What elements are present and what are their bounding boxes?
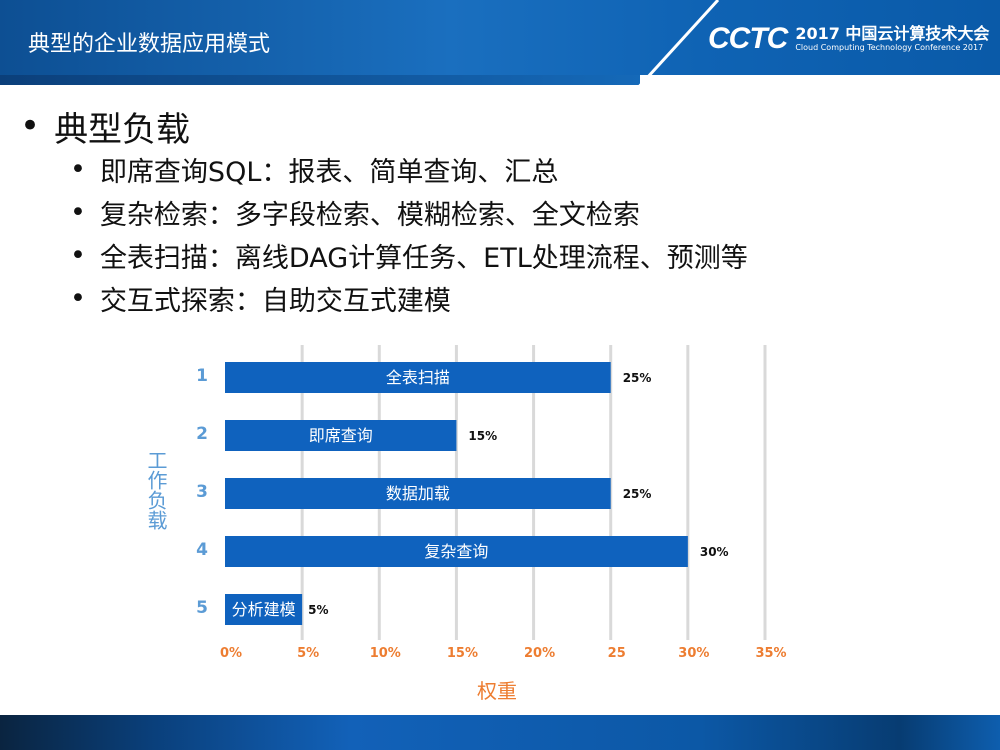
cctc-logo: CCTC 2017 中国云计算技术大会 Cloud Computing Techn… — [708, 22, 989, 56]
x-tick-label: 30% — [678, 646, 709, 661]
bullet-item: 复杂检索：多字段检索、模糊检索、全文检索 — [99, 200, 640, 231]
x-tick-label: 0% — [220, 646, 242, 661]
category-label: 4 — [196, 540, 208, 560]
x-tick-label: 10% — [370, 646, 401, 661]
category-label: 5 — [196, 598, 208, 618]
bullet-item: 全表扫描：离线DAG计算任务、ETL处理流程、预测等 — [99, 243, 748, 274]
y-axis-title: 工作负载 — [144, 450, 168, 530]
bar-label: 复杂查询 — [424, 542, 488, 561]
data-label: 25% — [623, 487, 652, 501]
data-label: 30% — [700, 545, 729, 559]
category-label: 1 — [196, 366, 208, 386]
bullet-item: 即席查询SQL：报表、简单查询、汇总 — [99, 157, 559, 188]
bar-label: 分析建模 — [232, 600, 296, 619]
data-label: 15% — [468, 429, 497, 443]
data-label: 25% — [623, 371, 652, 385]
x-tick-label: 35% — [755, 646, 786, 661]
bar-label: 数据加载 — [386, 484, 450, 503]
x-tick-label: 5% — [297, 646, 319, 661]
bar — [225, 536, 688, 567]
bar-label: 即席查询 — [309, 426, 373, 445]
footer-bar — [0, 715, 1000, 750]
x-tick-label: 15% — [447, 646, 478, 661]
x-tick-label: 20% — [524, 646, 555, 661]
bar — [225, 478, 611, 509]
logo-mark: CCTC — [708, 22, 788, 55]
data-label: 5% — [308, 603, 328, 617]
header-band — [0, 75, 640, 85]
bar — [225, 594, 303, 625]
bar — [225, 362, 611, 393]
bullet-item: 交互式探索：自助交互式建模 — [99, 286, 451, 317]
header-diagonal-line — [634, 0, 720, 90]
bar-label: 全表扫描 — [386, 368, 450, 387]
bar — [225, 420, 457, 451]
header-bar — [0, 0, 1000, 75]
x-axis-title: 权重 — [477, 679, 517, 703]
bullet-main: 典型负载 — [54, 109, 191, 150]
bullet-list: • 典型负载 • 即席查询SQL：报表、简单查询、汇总 • 复杂检索：多字段检索、模糊… — [20, 104, 748, 320]
logo-cn: 2017 中国云计算技术大会 — [795, 24, 990, 43]
x-tick-label: 25 — [608, 646, 626, 661]
slide-title: 典型的企业数据应用模式 — [28, 32, 271, 57]
category-label: 3 — [196, 482, 208, 502]
category-label: 2 — [196, 424, 208, 444]
logo-en: Cloud Computing Technology Conference 20… — [795, 43, 984, 52]
